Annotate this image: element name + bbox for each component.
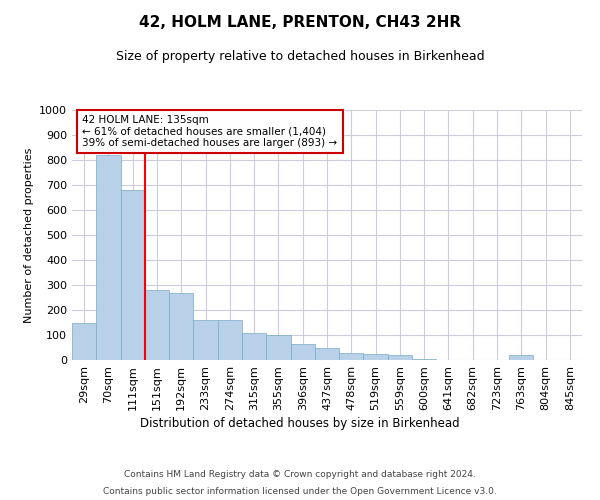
- Bar: [412, 359, 436, 360]
- Bar: [509, 355, 533, 360]
- Bar: [266, 335, 290, 360]
- Bar: [290, 344, 315, 360]
- Y-axis label: Number of detached properties: Number of detached properties: [23, 148, 34, 322]
- Bar: [145, 290, 169, 360]
- Text: 42, HOLM LANE, PRENTON, CH43 2HR: 42, HOLM LANE, PRENTON, CH43 2HR: [139, 15, 461, 30]
- Text: Size of property relative to detached houses in Birkenhead: Size of property relative to detached ho…: [116, 50, 484, 63]
- Bar: [315, 348, 339, 360]
- Bar: [388, 355, 412, 360]
- Text: Contains public sector information licensed under the Open Government Licence v3: Contains public sector information licen…: [103, 488, 497, 496]
- Bar: [169, 292, 193, 360]
- Bar: [72, 322, 96, 360]
- Bar: [96, 155, 121, 360]
- Bar: [339, 352, 364, 360]
- Bar: [121, 190, 145, 360]
- Bar: [364, 354, 388, 360]
- Text: 42 HOLM LANE: 135sqm
← 61% of detached houses are smaller (1,404)
39% of semi-de: 42 HOLM LANE: 135sqm ← 61% of detached h…: [82, 115, 337, 148]
- Bar: [218, 320, 242, 360]
- Bar: [193, 320, 218, 360]
- Bar: [242, 332, 266, 360]
- Text: Distribution of detached houses by size in Birkenhead: Distribution of detached houses by size …: [140, 418, 460, 430]
- Text: Contains HM Land Registry data © Crown copyright and database right 2024.: Contains HM Land Registry data © Crown c…: [124, 470, 476, 479]
